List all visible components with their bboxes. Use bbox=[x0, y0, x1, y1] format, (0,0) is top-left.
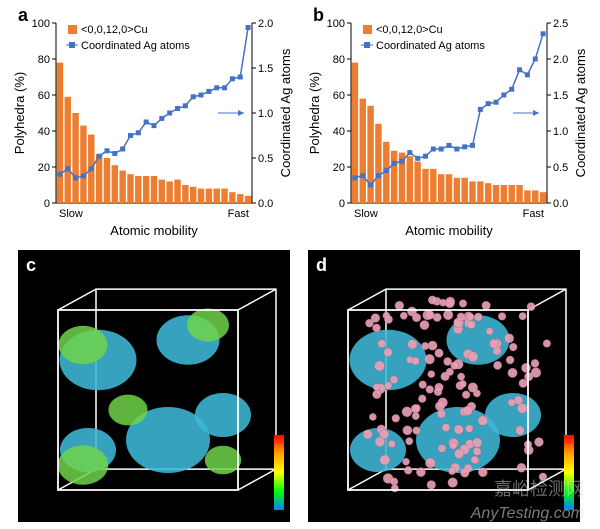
svg-text:60: 60 bbox=[38, 90, 50, 102]
svg-text:1.5: 1.5 bbox=[553, 90, 568, 102]
svg-text:1.0: 1.0 bbox=[258, 108, 273, 120]
svg-text:0.5: 0.5 bbox=[258, 153, 273, 165]
panel-c: c bbox=[18, 250, 290, 522]
svg-text:Atomic mobility: Atomic mobility bbox=[405, 223, 493, 238]
render-c: c bbox=[18, 250, 290, 522]
render-d: d bbox=[308, 250, 580, 522]
svg-text:Coordinated Ag atoms: Coordinated Ag atoms bbox=[376, 40, 485, 52]
panel-label-c: c bbox=[26, 255, 36, 276]
svg-text:<0,0,12,0>Cu: <0,0,12,0>Cu bbox=[376, 24, 443, 36]
svg-text:1.0: 1.0 bbox=[553, 126, 568, 138]
svg-text:Fast: Fast bbox=[228, 208, 249, 220]
colorbar-c bbox=[274, 435, 284, 510]
render-svg-c bbox=[18, 250, 290, 522]
svg-text:a: a bbox=[18, 5, 29, 25]
chart-a: a 0 20 40 60 80 100 0.0 0.5 1.0 1.5 2.0 Slow Fast Atom… bbox=[10, 5, 298, 245]
svg-text:20: 20 bbox=[38, 162, 50, 174]
svg-text:Coordinated Ag atoms: Coordinated Ag atoms bbox=[278, 48, 293, 177]
colorbar-d bbox=[564, 435, 574, 510]
svg-text:0: 0 bbox=[339, 198, 345, 210]
svg-text:b: b bbox=[313, 5, 324, 25]
svg-text:Coordinated Ag atoms: Coordinated Ag atoms bbox=[81, 40, 190, 52]
panel-label-d: d bbox=[316, 255, 327, 276]
svg-text:100: 100 bbox=[327, 18, 345, 30]
svg-text:2.5: 2.5 bbox=[553, 18, 568, 30]
svg-text:1.5: 1.5 bbox=[258, 63, 273, 75]
render-svg-d bbox=[308, 250, 580, 522]
svg-text:Coordinated Ag atoms: Coordinated Ag atoms bbox=[573, 48, 588, 177]
panel-d: d bbox=[308, 250, 580, 522]
svg-text:40: 40 bbox=[38, 126, 50, 138]
svg-text:2.0: 2.0 bbox=[553, 54, 568, 66]
svg-text:Slow: Slow bbox=[354, 208, 378, 220]
svg-text:Fast: Fast bbox=[523, 208, 544, 220]
svg-text:80: 80 bbox=[333, 54, 345, 66]
svg-text:2.0: 2.0 bbox=[258, 18, 273, 30]
svg-text:<0,0,12,0>Cu: <0,0,12,0>Cu bbox=[81, 24, 148, 36]
svg-text:Atomic mobility: Atomic mobility bbox=[110, 223, 198, 238]
svg-text:Slow: Slow bbox=[59, 208, 83, 220]
svg-text:80: 80 bbox=[38, 54, 50, 66]
svg-text:0: 0 bbox=[44, 198, 50, 210]
svg-text:0.0: 0.0 bbox=[258, 198, 273, 210]
svg-text:Polyhedra (%): Polyhedra (%) bbox=[12, 72, 27, 154]
figure: a 0 20 40 60 80 100 0.0 0.5 1.0 1.5 2.0 Slow Fast Atom… bbox=[0, 0, 600, 529]
panel-b: b 0 20 40 60 80 100 0.0 0.5 1.0 1.5 2.0 2.5 Slow Fast A… bbox=[305, 5, 593, 245]
svg-text:60: 60 bbox=[333, 90, 345, 102]
panel-a: a 0 20 40 60 80 100 0.0 0.5 1.0 1.5 2.0 Slow Fast Atom… bbox=[10, 5, 298, 245]
svg-text:0.0: 0.0 bbox=[553, 198, 568, 210]
svg-text:100: 100 bbox=[32, 18, 50, 30]
svg-text:Polyhedra (%): Polyhedra (%) bbox=[307, 72, 322, 154]
svg-text:20: 20 bbox=[333, 162, 345, 174]
svg-text:40: 40 bbox=[333, 126, 345, 138]
svg-text:0.5: 0.5 bbox=[553, 162, 568, 174]
chart-b: b 0 20 40 60 80 100 0.0 0.5 1.0 1.5 2.0 2.5 Slow Fast A… bbox=[305, 5, 593, 245]
